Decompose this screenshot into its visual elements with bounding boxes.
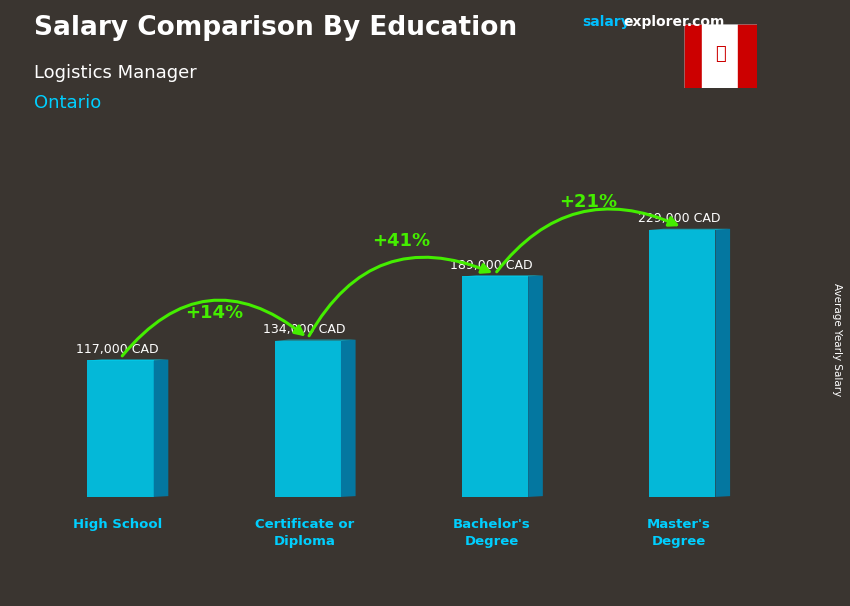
Text: Certificate or
Diploma: Certificate or Diploma [255, 518, 354, 548]
Text: Average Yearly Salary: Average Yearly Salary [832, 283, 842, 396]
Text: Logistics Manager: Logistics Manager [34, 64, 196, 82]
Polygon shape [462, 276, 528, 497]
Polygon shape [88, 361, 154, 497]
Polygon shape [649, 229, 730, 230]
Polygon shape [649, 230, 716, 497]
Polygon shape [275, 340, 355, 341]
Bar [702, 24, 739, 88]
Polygon shape [154, 359, 168, 497]
Text: Salary Comparison By Education: Salary Comparison By Education [34, 15, 517, 41]
Text: +14%: +14% [185, 304, 243, 322]
Text: 229,000 CAD: 229,000 CAD [638, 212, 720, 225]
Text: +41%: +41% [372, 232, 430, 250]
Text: explorer.com: explorer.com [623, 15, 724, 29]
Text: Ontario: Ontario [34, 94, 101, 112]
Polygon shape [275, 341, 341, 497]
Polygon shape [528, 276, 543, 497]
Text: 117,000 CAD: 117,000 CAD [76, 343, 158, 356]
Text: +21%: +21% [559, 193, 618, 211]
Text: Bachelor's
Degree: Bachelor's Degree [453, 518, 530, 548]
Polygon shape [341, 340, 355, 497]
Text: High School: High School [72, 518, 162, 531]
Text: 189,000 CAD: 189,000 CAD [450, 259, 533, 271]
Bar [739, 24, 756, 88]
Text: 🍁: 🍁 [715, 45, 726, 64]
Text: salary: salary [582, 15, 630, 29]
Text: Master's
Degree: Master's Degree [647, 518, 711, 548]
Polygon shape [88, 359, 168, 361]
Polygon shape [716, 229, 730, 497]
Text: 134,000 CAD: 134,000 CAD [264, 323, 346, 336]
Bar [684, 24, 702, 88]
